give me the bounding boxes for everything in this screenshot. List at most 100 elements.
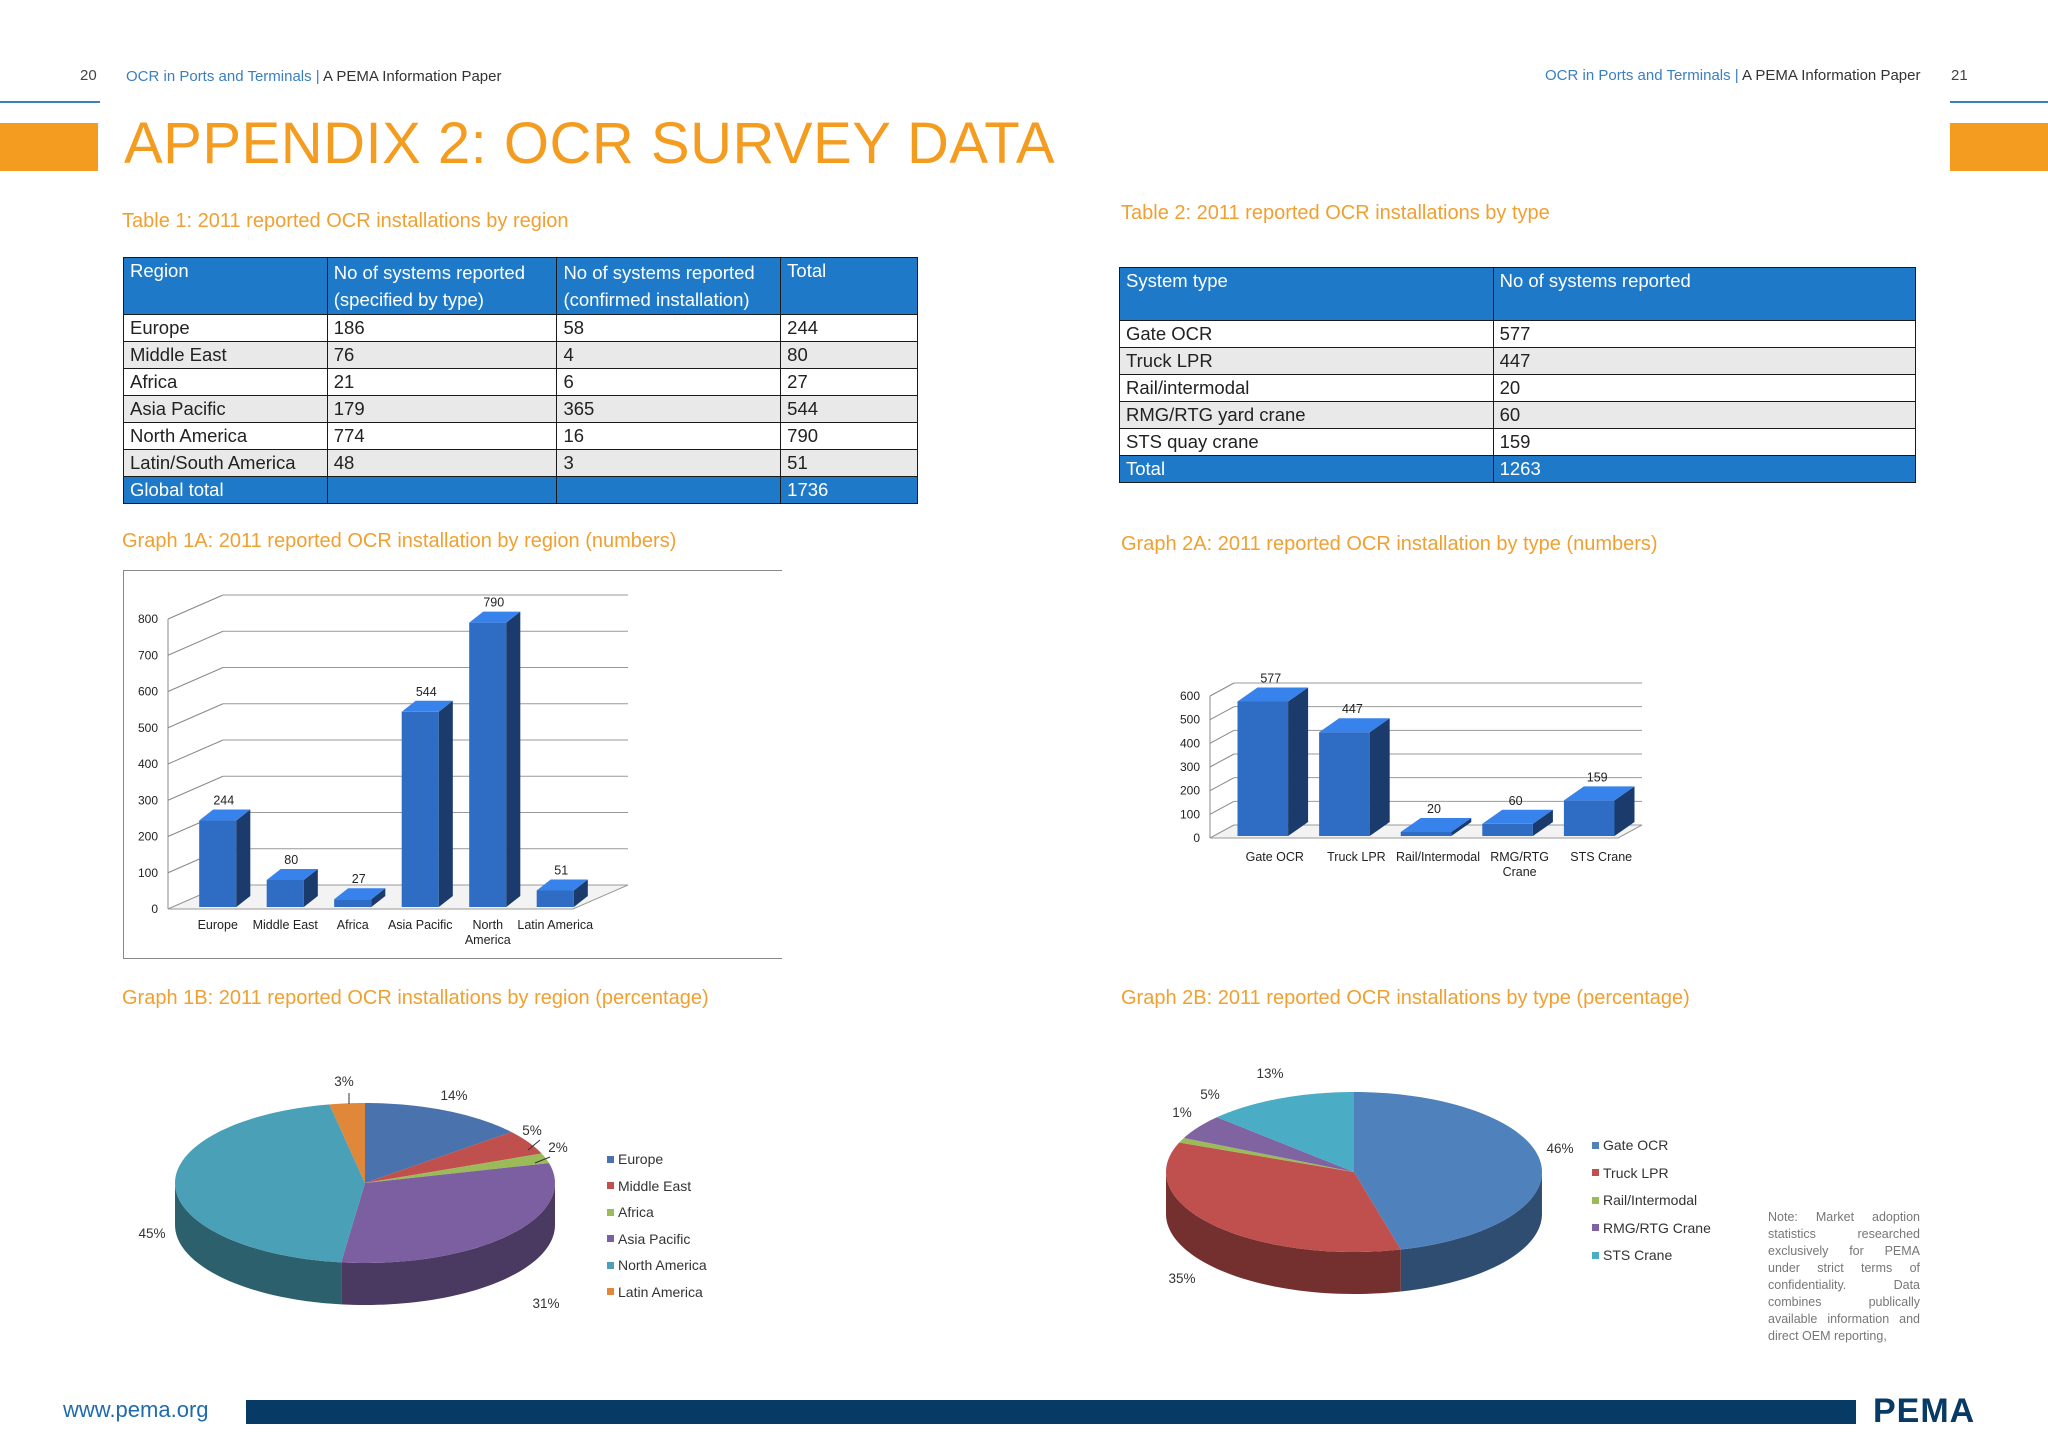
table-row: RMG/RTG yard crane 60 bbox=[1119, 401, 1917, 429]
doc-title: OCR in Ports and Terminals bbox=[126, 68, 312, 85]
legend-label: STS Crane bbox=[1603, 1247, 1673, 1263]
pie-leader-line bbox=[527, 1139, 541, 1151]
pie-value-label: 5% bbox=[522, 1123, 542, 1138]
bar-top bbox=[1237, 687, 1309, 702]
gridline-slant bbox=[1209, 800, 1235, 815]
bar-front bbox=[1400, 832, 1452, 836]
table-cell: Gate OCR bbox=[1119, 320, 1494, 348]
table-row: North America 774 16 790 bbox=[123, 422, 918, 450]
bar-side bbox=[1614, 786, 1635, 836]
y-tick-label: 600 bbox=[1180, 689, 1200, 703]
pie-slice bbox=[175, 1104, 365, 1263]
legend-item: North America bbox=[607, 1256, 707, 1274]
table2: System type No of systems reported Gate … bbox=[1119, 267, 1917, 483]
right-header-rule bbox=[1950, 101, 2048, 103]
y-tick-label: 0 bbox=[151, 902, 158, 916]
bar bbox=[334, 888, 386, 907]
legend-item: Europe bbox=[607, 1150, 663, 1168]
bar bbox=[536, 879, 588, 907]
table1: Region No of systems reported (specified… bbox=[123, 257, 918, 504]
y-tick-label: 700 bbox=[138, 648, 158, 662]
gridline-slant bbox=[167, 739, 224, 765]
table-row: Truck LPR 447 bbox=[1119, 347, 1917, 375]
bar-front bbox=[266, 880, 304, 907]
y-tick-label: 400 bbox=[138, 757, 158, 771]
table-cell: Rail/intermodal bbox=[1119, 374, 1494, 402]
graph2a-chart: 0 100 200 300 400 500 600 577 Gate OCR 447 Truck L… bbox=[1180, 671, 1643, 879]
legend-swatch bbox=[607, 1288, 614, 1296]
y-tick-label: 500 bbox=[1180, 713, 1200, 727]
y-tick-label: 600 bbox=[138, 685, 158, 699]
x-tick-label: STS Crane bbox=[1570, 850, 1632, 864]
graph2a-title: Graph 2A: 2011 reported OCR installation… bbox=[1121, 533, 1658, 555]
legend-label: Middle East bbox=[618, 1177, 692, 1194]
table-cell: 27 bbox=[780, 368, 918, 396]
table-cell: Europe bbox=[123, 314, 328, 342]
bar bbox=[1319, 718, 1390, 836]
gridline-slant bbox=[167, 594, 224, 620]
legend-swatch bbox=[607, 1261, 614, 1269]
pie-value-label: 13% bbox=[1256, 1066, 1283, 1081]
table-cell: 58 bbox=[556, 314, 782, 342]
bar-side bbox=[1288, 687, 1309, 836]
bar-front bbox=[1482, 823, 1533, 836]
bar-value-label: 80 bbox=[284, 853, 298, 867]
pie-slice bbox=[1179, 1137, 1354, 1172]
x-tick-label: Truck LPR bbox=[1327, 850, 1386, 864]
bar-value-label: 244 bbox=[213, 794, 234, 808]
right-running-header: OCR in Ports and Terminals | A PEMA Info… bbox=[1545, 67, 1920, 84]
gridline-slant bbox=[1209, 729, 1235, 744]
bar-value-label: 27 bbox=[352, 872, 366, 886]
table-cell: Africa bbox=[123, 368, 328, 396]
legend-label: Truck LPR bbox=[1603, 1164, 1669, 1181]
gridline-slant bbox=[1209, 706, 1235, 721]
legend-item: Latin America bbox=[607, 1283, 703, 1301]
bar-value-label: 51 bbox=[554, 864, 568, 878]
legend-swatch bbox=[1592, 1141, 1599, 1149]
pie-leader-line bbox=[534, 1156, 551, 1164]
pie-slice bbox=[1166, 1142, 1401, 1252]
legend-swatch bbox=[1592, 1196, 1599, 1204]
left-header-rule bbox=[0, 101, 100, 103]
bar-side bbox=[236, 809, 251, 907]
legend-label: Africa bbox=[618, 1204, 654, 1220]
x-tick-label: Latin America bbox=[517, 918, 593, 932]
bar-side bbox=[1369, 718, 1390, 836]
x-tick-label: RMG/RTG bbox=[1490, 850, 1549, 864]
table-cell: Middle East bbox=[123, 341, 328, 369]
legend-label: RMG/RTG Crane bbox=[1603, 1219, 1711, 1236]
table-cell: 186 bbox=[326, 314, 558, 342]
legend-label: Europe bbox=[618, 1151, 664, 1167]
bar-value-label: 790 bbox=[483, 596, 504, 610]
x-tick-label: North bbox=[472, 918, 503, 932]
table-row: Europe 186 58 244 bbox=[123, 314, 918, 342]
table-row: Middle East 76 4 80 bbox=[123, 341, 918, 369]
pie-value-label: 1% bbox=[1172, 1105, 1192, 1120]
doc-title: OCR in Ports and Terminals bbox=[1545, 67, 1731, 84]
pie-slice-side bbox=[175, 1181, 342, 1305]
bar bbox=[199, 809, 251, 907]
pie-value-label: 45% bbox=[138, 1226, 165, 1241]
legend-item: STS Crane bbox=[1592, 1246, 1672, 1264]
graph2b-legend: Gate OCR Truck LPR Rail/Intermodal RMG/RTG … bbox=[1592, 1136, 1762, 1276]
legend-label: Gate OCR bbox=[1603, 1137, 1669, 1153]
legend-swatch bbox=[607, 1182, 614, 1190]
bar-top bbox=[469, 611, 521, 623]
graph1a-frame bbox=[123, 570, 782, 959]
graph1b-chart: 14% 5% 2% 31% 45% 3% bbox=[138, 1074, 567, 1311]
graph1b-title: Graph 1B: 2011 reported OCR installation… bbox=[122, 987, 709, 1009]
y-tick-label: 800 bbox=[138, 612, 158, 626]
x-tick-label: Asia Pacific bbox=[388, 918, 453, 932]
y-tick-label: 300 bbox=[138, 793, 158, 807]
doc-subtitle: A PEMA Information Paper bbox=[323, 68, 502, 85]
pema-logo: PEMA bbox=[1873, 1392, 1976, 1430]
bar-top bbox=[1319, 718, 1390, 733]
table-cell: Global total bbox=[123, 476, 328, 504]
bar-top bbox=[1563, 786, 1635, 801]
left-page-number: 20 bbox=[80, 67, 97, 84]
footer-url[interactable]: www.pema.org bbox=[63, 1397, 209, 1422]
bar-top bbox=[1482, 809, 1553, 824]
x-tick-label: Gate OCR bbox=[1246, 850, 1304, 864]
table-row: Latin/South America 48 3 51 bbox=[123, 449, 918, 477]
bar-front bbox=[401, 711, 439, 907]
